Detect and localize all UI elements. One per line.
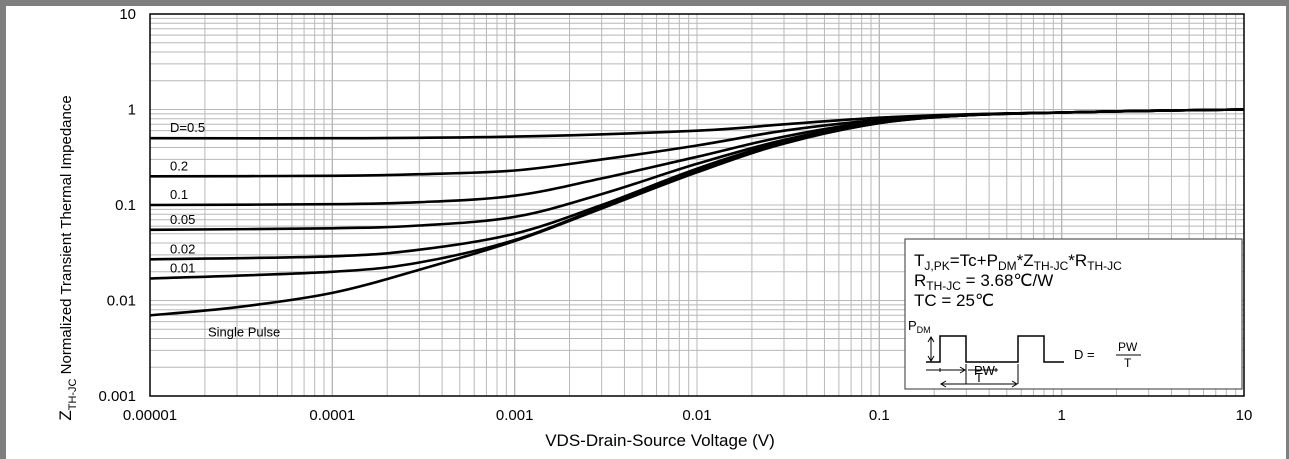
annotation-frame [904, 238, 1243, 390]
pulse-waveform [926, 335, 1064, 363]
duty-eq-label: D = [1074, 347, 1095, 362]
x-tick-label: 0.001 [496, 407, 534, 424]
series-label: 0.02 [170, 241, 195, 256]
series-label: 0.1 [170, 187, 188, 202]
pdm-arrow [927, 336, 935, 362]
x-axis-label: VDS-Drain-Source Voltage (V) [545, 431, 775, 450]
series-label: Single Pulse [208, 324, 280, 339]
x-tick-label: 1 [1057, 407, 1065, 424]
x-tick-label: 0.00001 [123, 407, 177, 424]
series-label: D=0.5 [170, 120, 205, 135]
y-tick-label: 1 [128, 102, 136, 119]
series-labels: D=0.5 0.2 0.1 0.05 0.02 0.01 Single Pulse [170, 120, 280, 339]
y-tick-label: 10 [119, 6, 136, 23]
y-axis-label-sub: TH-JC [67, 378, 79, 410]
annotation-line-1: TJ,PK=Tc+PDM*ZTH-JC*RTH-JC [914, 251, 1122, 273]
x-tick-label: 10 [1236, 407, 1253, 424]
x-tick-label: 0.01 [682, 407, 711, 424]
y-tick-label: 0.001 [98, 388, 136, 405]
x-tick-label: 0.0001 [309, 407, 355, 424]
series-label: 0.05 [170, 212, 195, 227]
annotation-line-2: RTH-JC = 3.68℃/W [914, 271, 1053, 293]
y-tick-label: 0.1 [115, 197, 136, 214]
y-axis-label-rest: Normalized Transient Thermal Impedance [58, 95, 75, 378]
duty-denominator: T [1124, 356, 1132, 370]
pdm-label: PDM [908, 318, 931, 335]
tick-labels: 0.00001 0.0001 0.001 0.01 0.1 1 10 10 1 0.1 0.01 0.… [98, 6, 1252, 424]
pw-arrow [926, 366, 998, 374]
t-arrow [940, 380, 1018, 388]
annotation-line-3: TC = 25℃ [914, 291, 994, 310]
t-label: T [975, 370, 983, 385]
series-group [149, 108, 1245, 317]
x-tick-label: 0.1 [869, 407, 890, 424]
series-label: 0.2 [170, 158, 188, 173]
y-axis-label: ZTH-JC Normalized Transient Thermal Impe… [56, 95, 79, 420]
pw-label: PW [974, 363, 996, 378]
series-line [149, 108, 1245, 317]
y-axis-label-main: Z [56, 410, 75, 420]
series-label: 0.01 [170, 260, 195, 275]
y-tick-label: 0.01 [107, 293, 136, 310]
annotation-box: TJ,PK=Tc+PDM*ZTH-JC*RTH-JC RTH-JC = 3.68… [904, 238, 1243, 390]
duty-numerator: PW [1118, 340, 1138, 354]
